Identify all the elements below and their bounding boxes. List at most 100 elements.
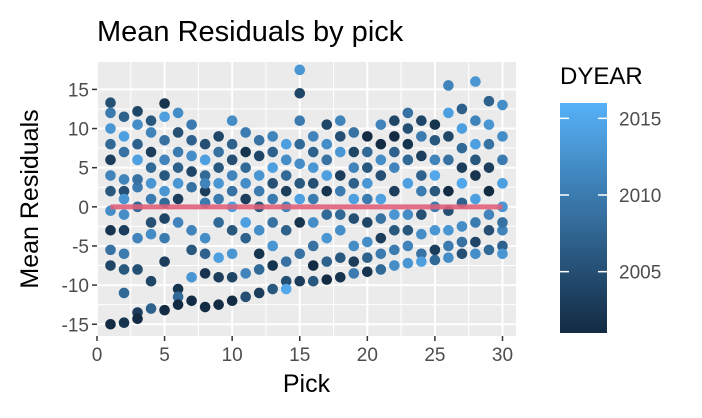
data-point [280, 275, 292, 287]
data-point [497, 248, 508, 260]
data-point [389, 131, 400, 142]
data-point [132, 232, 143, 244]
data-point [402, 178, 414, 189]
data-point [375, 138, 387, 150]
data-point [389, 209, 400, 220]
data-point [429, 225, 441, 236]
y-axis: -15 -10 -5 0 5 10 15 [62, 80, 97, 336]
data-point [470, 248, 481, 260]
legend-ticks: 2005 2010 2015 [560, 109, 661, 284]
data-point [145, 217, 157, 228]
data-point [375, 154, 387, 166]
data-point [389, 225, 400, 236]
data-point [497, 225, 508, 236]
data-point [483, 209, 495, 220]
data-point [132, 106, 143, 117]
data-point [429, 154, 441, 166]
data-point [497, 99, 508, 111]
data-point [226, 170, 238, 181]
data-point [172, 146, 184, 158]
data-point [402, 240, 414, 252]
data-point [362, 178, 373, 189]
data-point [307, 162, 319, 173]
data-point [145, 146, 157, 158]
data-point [253, 225, 265, 236]
data-point [402, 257, 414, 269]
data-point [253, 185, 265, 197]
data-point [280, 154, 292, 166]
data-point [132, 138, 143, 150]
y-tick-label: -10 [62, 276, 89, 297]
data-point [105, 97, 116, 109]
data-point [429, 254, 441, 266]
data-point [267, 131, 279, 142]
data-point [456, 236, 468, 248]
data-point [145, 275, 157, 287]
data-point [280, 283, 292, 295]
data-point [294, 275, 306, 287]
data-point [213, 178, 224, 189]
data-point [307, 260, 319, 271]
data-point [172, 299, 184, 310]
data-point [199, 268, 211, 279]
data-point [348, 127, 360, 138]
data-point [105, 185, 116, 197]
x-axis-title: Pick [283, 370, 331, 398]
y-tick-label: -15 [62, 315, 89, 336]
data-point [321, 209, 333, 220]
data-point [132, 154, 143, 166]
data-point [172, 217, 184, 228]
data-point [375, 248, 387, 260]
data-point [213, 252, 224, 264]
y-tick-label: 15 [68, 80, 89, 101]
legend-tick-label: 2010 [619, 186, 661, 207]
data-point [118, 193, 130, 205]
data-point [118, 287, 130, 299]
data-point [321, 138, 333, 150]
data-point [334, 115, 346, 127]
data-point [334, 185, 346, 197]
data-point [307, 193, 319, 205]
data-point [307, 178, 319, 189]
data-point [389, 244, 400, 256]
data-point [199, 138, 211, 150]
data-point [105, 260, 116, 271]
data-point [307, 146, 319, 158]
legend: DYEAR 2005 2010 2015 [560, 63, 661, 333]
data-point [159, 134, 170, 146]
data-point [334, 170, 346, 181]
data-point [294, 193, 306, 205]
data-point [159, 304, 170, 316]
data-point [321, 256, 333, 267]
data-point [159, 111, 170, 123]
data-point [402, 154, 414, 166]
data-point [253, 287, 265, 299]
data-point [483, 119, 495, 130]
data-point [483, 244, 495, 256]
data-point [456, 248, 468, 260]
legend-colorbar [560, 103, 607, 333]
data-point [402, 123, 414, 134]
data-point [362, 252, 373, 264]
data-point [186, 119, 197, 130]
data-point [348, 146, 360, 158]
data-point [443, 240, 454, 252]
data-point [159, 98, 170, 109]
data-point [497, 154, 508, 166]
data-point [470, 236, 481, 248]
data-point [497, 217, 508, 228]
data-point [307, 275, 319, 287]
data-point [186, 244, 197, 256]
data-point [118, 209, 130, 220]
data-point [375, 119, 387, 130]
data-point [213, 131, 224, 142]
data-point [267, 240, 279, 252]
data-point [226, 138, 238, 150]
data-point [186, 181, 197, 193]
data-point [118, 146, 130, 158]
data-point [172, 283, 184, 295]
data-point [456, 162, 468, 173]
x-tick-label: 0 [92, 345, 103, 366]
y-axis-title: Mean Residuals [16, 109, 44, 288]
